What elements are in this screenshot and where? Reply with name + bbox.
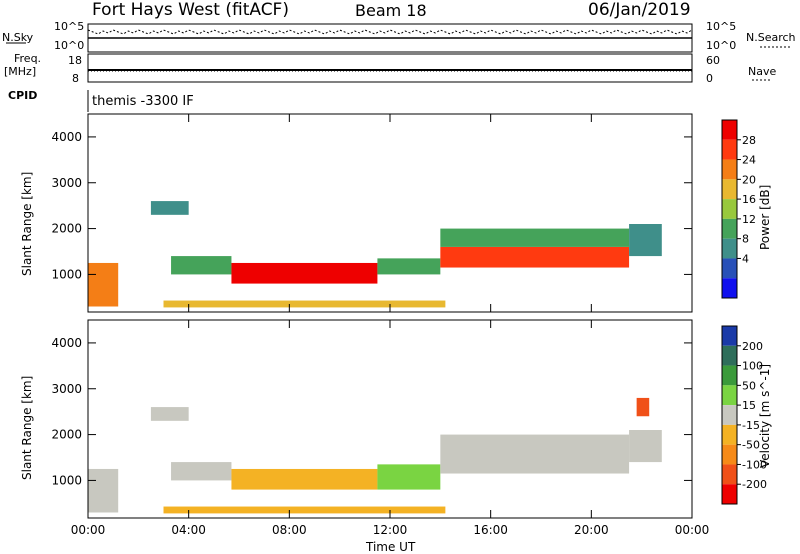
freq-tick-top: 18 [68,54,82,67]
colorbar-cell-0-2 [722,159,737,180]
nave-tick-bottom: 0 [706,72,713,85]
freq-label: Freq. [14,52,42,65]
date-title: 06/Jan/2019 [588,0,691,20]
data-region-0-4 [163,300,446,308]
colorbar-cell-1-8 [722,484,737,504]
colorbar-tick-label-0-0: 28 [742,134,756,147]
colorbar-tick-label-1-5: -50 [742,439,760,452]
colorbar-tick-label-1-7: -200 [742,478,767,491]
colorbar-cell-0-3 [722,179,737,200]
x-tick-label-6: 00:00 [675,523,710,537]
data-region-0-3 [377,258,441,275]
colorbar-tick-label-0-3: 16 [742,193,756,206]
cpid-label: CPID [8,89,38,102]
noise-tick-bottom-left: 10^0 [54,39,85,52]
colorbar-cell-0-0 [722,120,737,140]
y-tick-label-0-0: 1000 [51,267,82,281]
noise-tick-top-left: 10^5 [54,20,85,33]
data-region-1-7 [150,407,189,421]
data-region-1-6 [629,430,662,463]
cpid-value: themis -3300 IF [92,94,194,109]
colorbar-cell-0-1 [722,139,737,160]
data-region-1-3 [377,464,441,490]
colorbar-cell-1-4 [722,405,737,425]
time-xlabel: Time UT [366,540,416,554]
data-region-1-4 [163,506,446,514]
colorbar-cell-0-5 [722,218,737,239]
y-tick-label-1-1: 2000 [51,428,82,442]
y-tick-label-0-3: 4000 [51,130,82,144]
data-region-0-8 [150,201,189,215]
y-tick-label-0-1: 2000 [51,222,82,236]
freq-unit-label: [MHz] [4,65,37,78]
colorbar-tick-label-1-6: -100 [742,458,767,471]
data-region-1-0 [88,468,119,513]
y-tick-label-1-2: 3000 [51,382,82,396]
nave-tick-top: 60 [706,54,720,67]
data-region-1-8 [636,397,650,417]
colorbar-cell-0-7 [722,258,737,279]
colorbar-frame-1 [721,325,738,505]
data-region-0-1 [171,256,232,275]
x-tick-label-2: 08:00 [272,523,307,537]
colorbar-cell-1-3 [722,385,737,406]
colorbar-tick-label-1-0: 200 [742,340,763,353]
x-tick-label-5: 20:00 [574,523,609,537]
y-tick-label-0-2: 3000 [51,176,82,190]
colorbar-tick-label-0-6: 4 [742,252,749,265]
colorbar-cell-0-8 [722,278,737,298]
noise-tick-top-right: 10^5 [706,20,737,33]
colorbar-cell-1-5 [722,424,737,445]
nsky-label: N.Sky [2,31,34,44]
data-region-0-6 [440,228,630,247]
x-tick-label-3: 12:00 [373,523,408,537]
x-tick-label-0: 00:00 [71,523,106,537]
nave-label: Nave [748,65,777,78]
colorbar-tick-label-0-4: 12 [742,213,756,226]
data-region-1-1 [171,462,232,481]
colorbar-tick-label-1-3: 15 [742,399,756,412]
x-tick-label-1: 04:00 [171,523,206,537]
data-region-1-2 [231,468,378,490]
data-region-0-7 [629,224,662,257]
colorbar-cell-1-7 [722,464,737,485]
beam-title: Beam 18 [355,1,427,20]
noise-tick-bottom-right: 10^0 [706,39,737,52]
y-tick-label-1-3: 4000 [51,336,82,350]
colorbar-tick-label-0-5: 8 [742,233,749,246]
colorbar-cell-1-0 [722,326,737,346]
colorbar-tick-label-0-2: 20 [742,173,756,186]
data-region-0-0 [88,262,119,307]
data-region-1-5 [440,434,630,474]
x-tick-label-4: 16:00 [473,523,508,537]
colorbar-tick-label-1-1: 100 [742,360,763,373]
freq-panel-frame [87,53,693,83]
colorbar-cell-1-2 [722,365,737,386]
colorbar-cell-1-1 [722,345,737,366]
freq-tick-bottom: 8 [72,72,79,85]
station-title: Fort Hays West (fitACF) [92,0,289,20]
colorbar-tick-label-0-1: 24 [742,154,756,167]
colorbar-cell-0-6 [722,238,737,259]
colorbar-tick-label-1-2: 50 [742,379,756,392]
colorbar-tick-label-1-4: -15 [742,419,760,432]
data-region-0-2 [231,262,378,284]
colorbar-cell-0-4 [722,199,737,219]
colorbar-frame-0 [721,119,738,299]
nsearch-line [87,29,693,35]
colorbar-cell-1-6 [722,444,737,465]
nsearch-label: N.Search [746,31,796,44]
y-tick-label-1-0: 1000 [51,473,82,487]
data-region-0-5 [440,246,630,268]
